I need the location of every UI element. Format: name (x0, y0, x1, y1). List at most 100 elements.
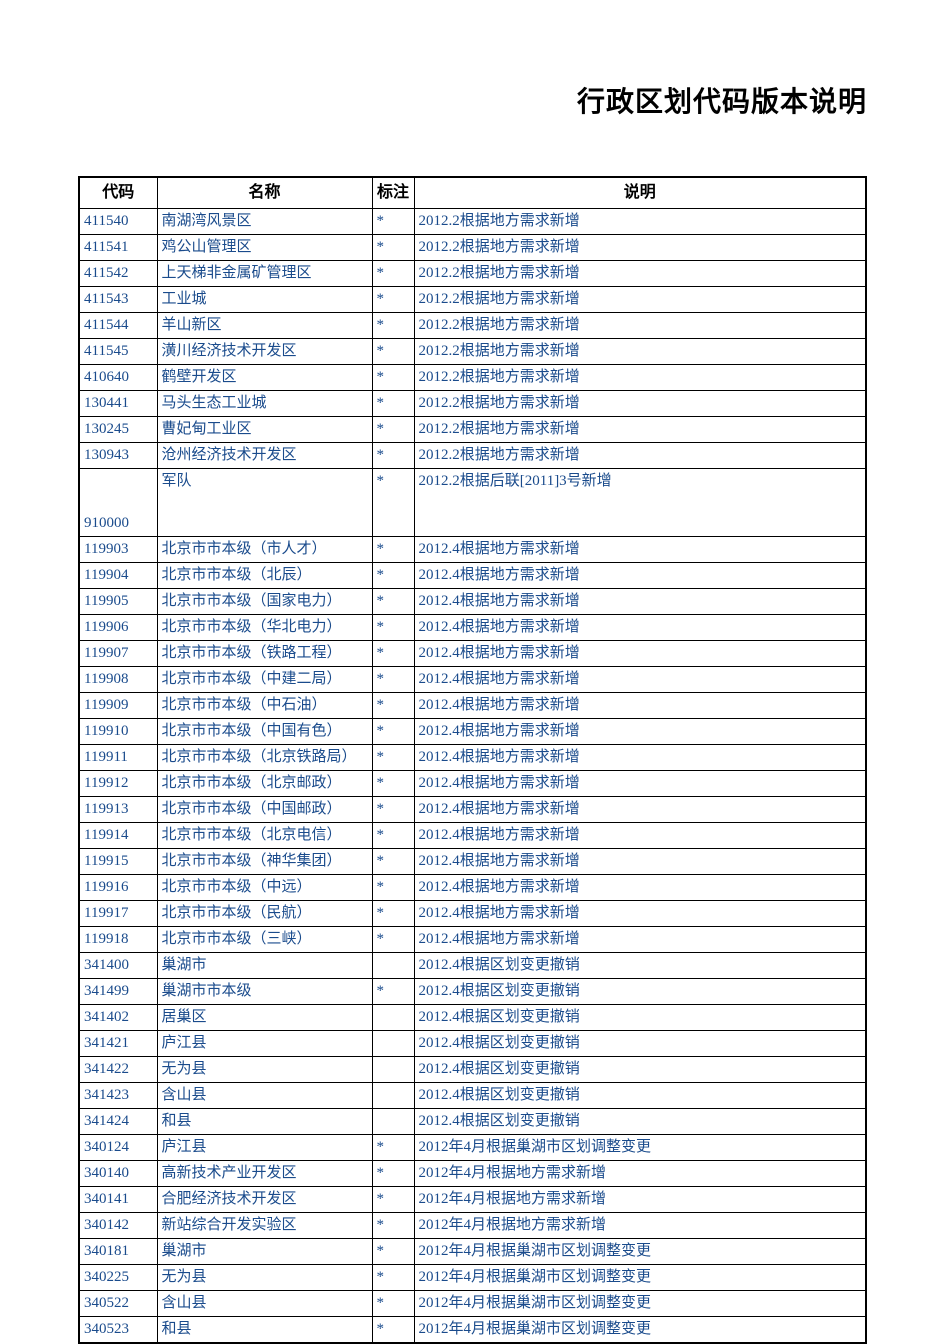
cell-mark: * (372, 797, 414, 823)
cell-mark: * (372, 641, 414, 667)
cell-desc: 2012.4根据区划变更撤销 (414, 1031, 866, 1057)
cell-name: 北京市市本级（中石油） (157, 693, 372, 719)
cell-desc: 2012.2根据地方需求新增 (414, 339, 866, 365)
cell-mark (372, 1109, 414, 1135)
cell-desc: 2012年4月根据巢湖市区划调整变更 (414, 1265, 866, 1291)
table-row: 341424和县2012.4根据区划变更撤销 (79, 1109, 866, 1135)
cell-mark (372, 1031, 414, 1057)
cell-mark (372, 1005, 414, 1031)
cell-name: 居巢区 (157, 1005, 372, 1031)
cell-name: 高新技术产业开发区 (157, 1161, 372, 1187)
cell-mark (372, 953, 414, 979)
cell-desc: 2012.2根据后联[2011]3号新增 (414, 469, 866, 537)
cell-name: 沧州经济技术开发区 (157, 443, 372, 469)
table-row: 411542上天梯非金属矿管理区*2012.2根据地方需求新增 (79, 261, 866, 287)
cell-desc: 2012.4根据地方需求新增 (414, 719, 866, 745)
cell-name: 南湖湾风景区 (157, 209, 372, 235)
cell-mark: * (372, 537, 414, 563)
cell-code: 341421 (79, 1031, 157, 1057)
table-row: 341421庐江县2012.4根据区划变更撤销 (79, 1031, 866, 1057)
header-mark: 标注 (372, 177, 414, 209)
cell-name: 北京市市本级（中国邮政） (157, 797, 372, 823)
cell-code: 119904 (79, 563, 157, 589)
cell-code: 119916 (79, 875, 157, 901)
table-row: 119910北京市市本级（中国有色）*2012.4根据地方需求新增 (79, 719, 866, 745)
cell-code: 411545 (79, 339, 157, 365)
table-header-row: 代码 名称 标注 说明 (79, 177, 866, 209)
cell-desc: 2012.2根据地方需求新增 (414, 443, 866, 469)
cell-name: 北京市市本级（中国有色） (157, 719, 372, 745)
table-row: 119903北京市市本级（市人才）*2012.4根据地方需求新增 (79, 537, 866, 563)
table-row: 340522含山县*2012年4月根据巢湖市区划调整变更 (79, 1291, 866, 1317)
table-row: 341422无为县2012.4根据区划变更撤销 (79, 1057, 866, 1083)
cell-mark: * (372, 927, 414, 953)
cell-mark: * (372, 979, 414, 1005)
cell-desc: 2012.2根据地方需求新增 (414, 391, 866, 417)
cell-mark: * (372, 1239, 414, 1265)
table-row: 119908北京市市本级（中建二局）*2012.4根据地方需求新增 (79, 667, 866, 693)
cell-desc: 2012.4根据地方需求新增 (414, 745, 866, 771)
cell-code: 130245 (79, 417, 157, 443)
cell-mark: * (372, 209, 414, 235)
cell-code: 119917 (79, 901, 157, 927)
cell-mark: * (372, 719, 414, 745)
table-row: 341400巢湖市2012.4根据区划变更撤销 (79, 953, 866, 979)
table-row: 119916北京市市本级（中远）*2012.4根据地方需求新增 (79, 875, 866, 901)
cell-code: 130943 (79, 443, 157, 469)
cell-mark: * (372, 1265, 414, 1291)
cell-desc: 2012年4月根据地方需求新增 (414, 1213, 866, 1239)
cell-mark: * (372, 589, 414, 615)
cell-desc: 2012.2根据地方需求新增 (414, 313, 866, 339)
cell-code: 340523 (79, 1317, 157, 1344)
table-row: 119915北京市市本级（神华集团）*2012.4根据地方需求新增 (79, 849, 866, 875)
cell-mark: * (372, 745, 414, 771)
cell-code: 410640 (79, 365, 157, 391)
table-row: 340124庐江县*2012年4月根据巢湖市区划调整变更 (79, 1135, 866, 1161)
cell-code: 119903 (79, 537, 157, 563)
cell-mark: * (372, 823, 414, 849)
cell-desc: 2012.4根据地方需求新增 (414, 849, 866, 875)
cell-desc: 2012.4根据地方需求新增 (414, 537, 866, 563)
table-row: 119913北京市市本级（中国邮政）*2012.4根据地方需求新增 (79, 797, 866, 823)
table-row: 340225无为县*2012年4月根据巢湖市区划调整变更 (79, 1265, 866, 1291)
cell-name: 北京市市本级（市人才） (157, 537, 372, 563)
cell-desc: 2012.4根据地方需求新增 (414, 875, 866, 901)
header-name: 名称 (157, 177, 372, 209)
cell-name: 和县 (157, 1109, 372, 1135)
cell-mark: * (372, 901, 414, 927)
cell-desc: 2012年4月根据巢湖市区划调整变更 (414, 1291, 866, 1317)
cell-mark: * (372, 693, 414, 719)
district-code-table: 代码 名称 标注 说明 411540南湖湾风景区*2012.2根据地方需求新增4… (78, 176, 867, 1344)
cell-mark: * (372, 469, 414, 537)
cell-mark: * (372, 1213, 414, 1239)
cell-desc: 2012.2根据地方需求新增 (414, 417, 866, 443)
cell-code: 341422 (79, 1057, 157, 1083)
cell-name: 北京市市本级（神华集团） (157, 849, 372, 875)
cell-code: 411540 (79, 209, 157, 235)
cell-desc: 2012.4根据区划变更撤销 (414, 1083, 866, 1109)
cell-name: 工业城 (157, 287, 372, 313)
table-row: 340141合肥经济技术开发区*2012年4月根据地方需求新增 (79, 1187, 866, 1213)
table-row: 130943沧州经济技术开发区*2012.2根据地方需求新增 (79, 443, 866, 469)
cell-desc: 2012.4根据区划变更撤销 (414, 1057, 866, 1083)
cell-code: 341423 (79, 1083, 157, 1109)
cell-code: 341400 (79, 953, 157, 979)
cell-name: 北京市市本级（国家电力） (157, 589, 372, 615)
cell-code: 341424 (79, 1109, 157, 1135)
cell-name: 北京市市本级（北京电信） (157, 823, 372, 849)
cell-name: 北京市市本级（三峡） (157, 927, 372, 953)
cell-mark (372, 1057, 414, 1083)
cell-desc: 2012.4根据地方需求新增 (414, 927, 866, 953)
cell-code: 411541 (79, 235, 157, 261)
cell-desc: 2012.4根据地方需求新增 (414, 693, 866, 719)
cell-desc: 2012.4根据地方需求新增 (414, 771, 866, 797)
cell-mark: * (372, 313, 414, 339)
cell-code: 411544 (79, 313, 157, 339)
table-row: 341402居巢区2012.4根据区划变更撤销 (79, 1005, 866, 1031)
cell-code: 341499 (79, 979, 157, 1005)
table-row: 411543工业城*2012.2根据地方需求新增 (79, 287, 866, 313)
cell-name: 军队 (157, 469, 372, 537)
cell-code: 340141 (79, 1187, 157, 1213)
cell-desc: 2012.4根据区划变更撤销 (414, 953, 866, 979)
cell-code: 910000 (79, 469, 157, 537)
